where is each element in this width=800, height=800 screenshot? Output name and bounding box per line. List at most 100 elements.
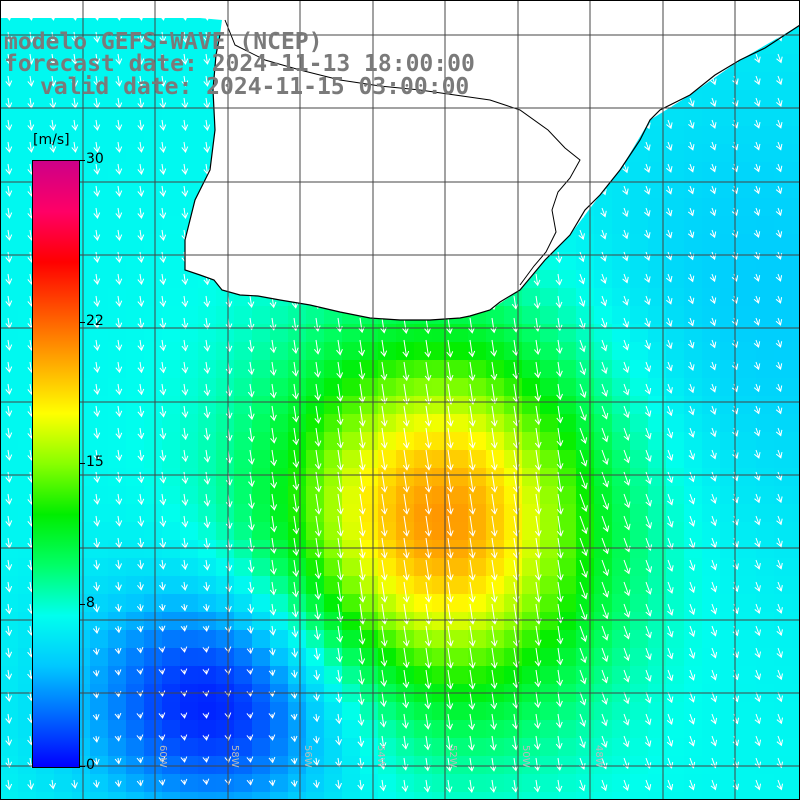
wind-speed-cell	[792, 216, 800, 235]
wind-speed-cell	[18, 414, 37, 433]
wind-arrow	[645, 603, 652, 617]
wind-speed-cell	[792, 450, 800, 469]
wind-arrow	[601, 691, 608, 705]
wind-speed-cell	[306, 792, 325, 800]
wind-speed-cell	[162, 756, 181, 775]
wind-speed-cell	[558, 486, 577, 505]
wind-arrow	[579, 625, 588, 643]
wind-speed-cell	[54, 774, 73, 793]
wind-speed-cell	[414, 774, 433, 793]
wind-arrow	[645, 625, 652, 639]
wind-arrow	[623, 691, 630, 705]
wind-speed-cell	[594, 270, 613, 289]
wind-speed-cell	[162, 450, 181, 469]
wind-speed-cell	[666, 216, 685, 235]
wind-speed-cell	[612, 540, 631, 559]
wind-speed-cell	[396, 522, 415, 541]
wind-arrow	[270, 427, 277, 444]
longitude-label: 56W	[302, 745, 313, 768]
wind-speed-cell	[270, 774, 289, 793]
wind-speed-cell	[504, 360, 523, 379]
wind-arrow	[446, 361, 454, 382]
wind-speed-cell	[234, 360, 253, 379]
wind-speed-cell	[558, 612, 577, 631]
wind-arrow	[5, 625, 13, 637]
wind-speed-cell	[666, 432, 685, 451]
wind-speed-cell	[324, 486, 343, 505]
wind-arrow	[402, 339, 410, 358]
wind-speed-cell	[180, 450, 199, 469]
wind-arrow	[424, 339, 432, 358]
wind-speed-cell	[18, 774, 37, 793]
wind-arrow	[5, 669, 13, 681]
wind-speed-cell	[162, 414, 181, 433]
wind-arrow	[687, 295, 695, 305]
wind-arrow	[754, 515, 761, 526]
wind-speed-cell	[540, 450, 559, 469]
wind-speed-cell	[342, 378, 361, 397]
wind-arrow	[247, 383, 255, 398]
wind-arrow	[710, 471, 717, 482]
wind-speed-cell	[162, 162, 181, 181]
wind-speed-cell	[792, 180, 800, 199]
wind-speed-cell	[540, 306, 559, 325]
wind-speed-cell	[234, 306, 253, 325]
wind-speed-cell	[144, 612, 163, 631]
wind-arrow	[776, 581, 783, 592]
wind-speed-cell	[684, 414, 703, 433]
wind-speed-cell	[450, 486, 469, 505]
wind-speed-cell	[540, 774, 559, 793]
wind-arrow	[181, 581, 188, 591]
wind-arrow	[424, 713, 431, 730]
wind-speed-cell	[612, 702, 631, 721]
wind-speed-cell	[108, 54, 127, 73]
wind-arrow	[137, 581, 144, 591]
wind-speed-cell	[738, 558, 757, 577]
wind-arrow	[159, 383, 167, 396]
wind-speed-cell	[684, 558, 703, 577]
wind-arrow	[709, 273, 717, 283]
wind-arrow	[511, 757, 519, 772]
wind-speed-cell	[630, 252, 649, 271]
wind-speed-cell	[450, 414, 469, 433]
wind-arrow	[775, 383, 783, 393]
wind-speed-cell	[738, 324, 757, 343]
wind-speed-cell	[612, 378, 631, 397]
wind-speed-cell	[126, 360, 145, 379]
wind-speed-cell	[558, 306, 577, 325]
wind-speed-cell	[162, 144, 181, 163]
wind-speed-cell	[666, 108, 685, 127]
wind-arrow	[600, 339, 608, 352]
wind-speed-cell	[252, 540, 271, 559]
wind-arrow	[380, 515, 388, 537]
wind-speed-cell	[684, 522, 703, 541]
wind-speed-cell	[630, 360, 649, 379]
wind-speed-cell	[432, 486, 451, 505]
wind-speed-cell	[792, 522, 800, 541]
wind-arrow	[601, 735, 608, 748]
wind-speed-cell	[666, 720, 685, 739]
wind-arrow	[489, 735, 497, 751]
wind-arrow	[556, 669, 564, 687]
wind-arrow	[534, 339, 541, 356]
wind-arrow	[5, 361, 13, 373]
wind-arrow	[688, 141, 695, 151]
wind-speed-cell	[342, 360, 361, 379]
wind-arrow	[314, 383, 322, 401]
wind-speed-cell	[720, 288, 739, 307]
wind-speed-cell	[342, 630, 361, 649]
wind-speed-cell	[594, 630, 613, 649]
wind-speed-cell	[666, 306, 685, 325]
wind-arrow	[667, 581, 674, 594]
wind-arrow	[181, 515, 189, 528]
wind-arrow	[622, 229, 629, 240]
wind-speed-cell	[198, 396, 217, 415]
wind-speed-cell	[450, 666, 469, 685]
wind-speed-cell	[288, 702, 307, 721]
wind-arrow	[137, 273, 145, 286]
wind-arrow	[644, 207, 651, 217]
wind-arrow	[424, 405, 432, 427]
wind-speed-cell	[738, 72, 757, 91]
wind-arrow	[490, 669, 498, 690]
wind-arrow	[600, 207, 607, 218]
